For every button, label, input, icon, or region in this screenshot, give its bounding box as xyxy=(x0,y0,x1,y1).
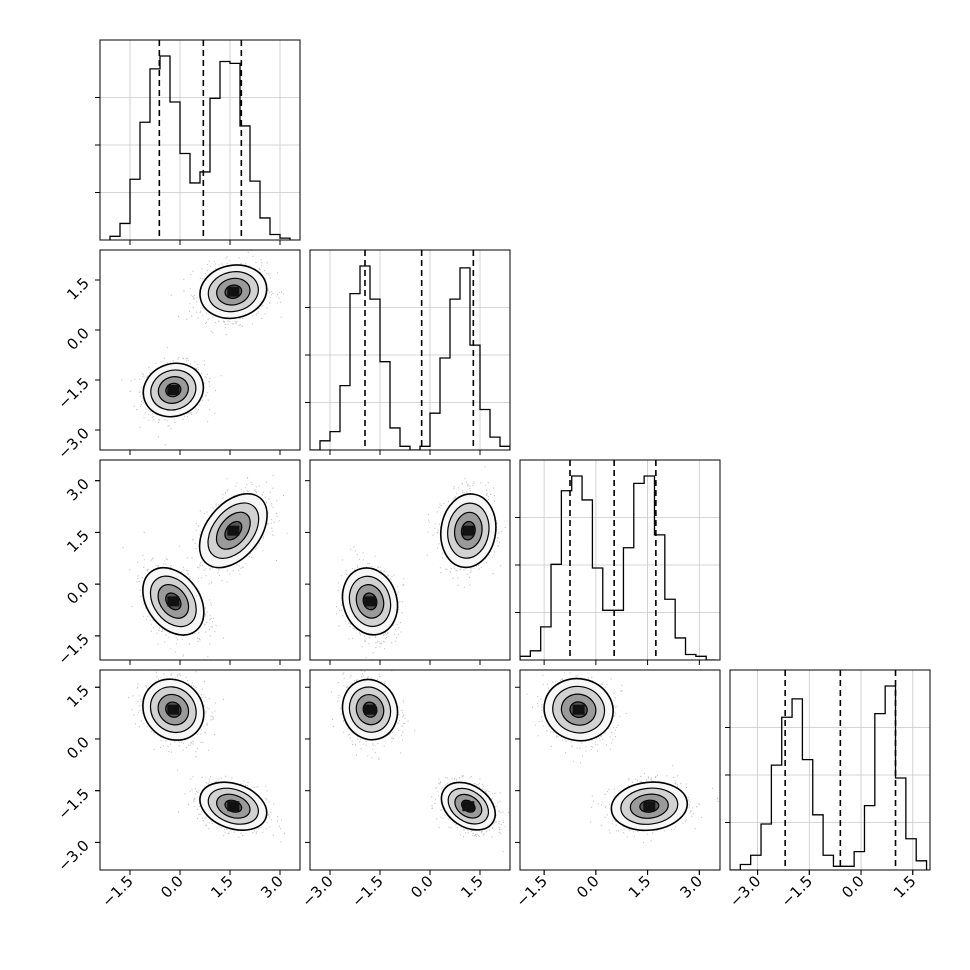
density-peak xyxy=(462,801,475,812)
y-tick-label: 0.0 xyxy=(63,324,93,354)
histogram-step xyxy=(520,475,717,660)
histogram-panel-4 xyxy=(725,669,931,875)
y-tick-label: 1.5 xyxy=(63,274,93,304)
y-tick-label: −1.5 xyxy=(54,785,92,823)
density-peak xyxy=(462,525,475,536)
scatter-panel-2-4 xyxy=(305,669,511,875)
y-tick-label: −3.0 xyxy=(54,837,92,875)
scatter-panel-1-3 xyxy=(95,459,301,665)
x-tick-label: −3.0 xyxy=(298,872,336,910)
scatter-panel-1-2 xyxy=(95,249,301,455)
x-tick-label: 1.5 xyxy=(207,872,237,902)
density-peak xyxy=(364,704,376,715)
histogram-step xyxy=(310,265,510,450)
panel-frame xyxy=(99,39,301,241)
y-tick-label: 0.0 xyxy=(63,733,93,763)
scatter-panel-1-4 xyxy=(95,669,301,875)
x-tick-label: −1.5 xyxy=(98,872,136,910)
x-tick-label: 1.5 xyxy=(625,872,655,902)
panel-frame xyxy=(99,459,301,661)
scatter-panel-3-4 xyxy=(515,669,721,875)
y-tick-label: 1.5 xyxy=(63,681,93,711)
x-tick-label: −1.5 xyxy=(512,872,550,910)
density-peak xyxy=(643,801,656,812)
histogram-step xyxy=(109,55,291,240)
panel-frame xyxy=(519,459,721,661)
histogram-panel-3 xyxy=(515,459,721,665)
x-tick-label: −3.0 xyxy=(726,872,764,910)
histogram-step xyxy=(730,685,928,870)
x-tick-label: 0.0 xyxy=(838,872,868,902)
x-tick-label: 3.0 xyxy=(257,872,287,902)
x-tick-label: −1.5 xyxy=(348,872,386,910)
x-tick-label: 1.5 xyxy=(457,872,487,902)
panel-frame xyxy=(729,669,931,871)
y-tick-label: 0.0 xyxy=(63,578,93,608)
y-tick-label: −1.5 xyxy=(54,630,92,668)
x-tick-label: 0.0 xyxy=(573,872,603,902)
panel-frame xyxy=(99,249,301,451)
x-tick-label: 0.0 xyxy=(407,872,437,902)
x-tick-label: 1.5 xyxy=(890,872,920,902)
scatter-panel-2-3 xyxy=(305,459,511,665)
histogram-panel-2 xyxy=(305,249,511,455)
histogram-panel-1 xyxy=(95,39,301,245)
x-tick-label: 3.0 xyxy=(677,872,707,902)
density-peak xyxy=(167,704,180,715)
density-peak xyxy=(227,525,240,536)
panel-frame xyxy=(309,669,511,871)
panel-frame xyxy=(99,669,301,871)
y-tick-label: −1.5 xyxy=(54,374,92,412)
density-peak xyxy=(227,801,240,812)
y-tick-label: −3.0 xyxy=(54,424,92,462)
density-peak xyxy=(227,286,240,297)
panel-frame xyxy=(309,249,511,451)
density-peak xyxy=(167,596,180,607)
y-tick-label: 3.0 xyxy=(63,475,93,505)
density-peak xyxy=(167,385,180,395)
panel-frame xyxy=(519,669,721,871)
density-peak xyxy=(572,704,585,715)
y-tick-label: 1.5 xyxy=(63,527,93,557)
density-peak xyxy=(364,596,376,607)
panel-frame xyxy=(309,459,511,661)
x-tick-label: −1.5 xyxy=(778,872,816,910)
x-tick-label: 0.0 xyxy=(157,872,187,902)
